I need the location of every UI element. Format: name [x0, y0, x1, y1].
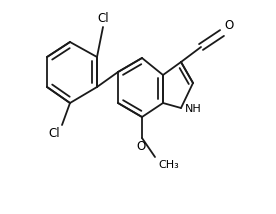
Text: NH: NH [185, 104, 202, 114]
Text: Cl: Cl [97, 12, 109, 25]
Text: Cl: Cl [48, 127, 60, 140]
Text: O: O [224, 19, 233, 32]
Text: CH₃: CH₃ [158, 160, 179, 170]
Text: O: O [136, 140, 146, 153]
